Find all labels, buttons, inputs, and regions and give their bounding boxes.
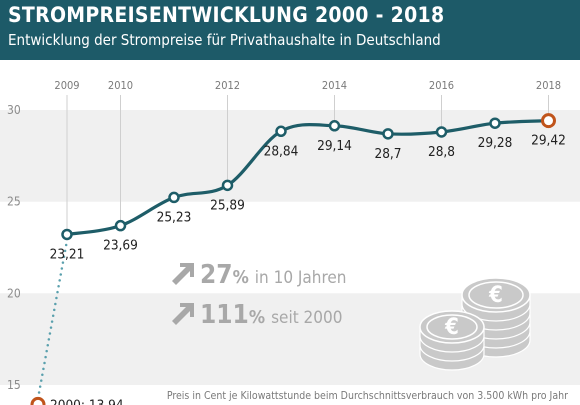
coin-face bbox=[461, 277, 531, 313]
stat-value: 27 bbox=[200, 260, 233, 290]
arrow-up-right-icon bbox=[172, 263, 194, 285]
x-tick-label-2014: 2014 bbox=[322, 79, 347, 92]
coin-face bbox=[419, 310, 485, 344]
stat-unit: % bbox=[249, 307, 265, 328]
x-tick-label-2009: 2009 bbox=[54, 79, 79, 92]
chart-title: STROMPREISENTWICKLUNG 2000 - 2018 bbox=[8, 3, 445, 27]
data-label-2000: 2000: 13,94 bbox=[50, 397, 124, 405]
y-tick-label-20: 20 bbox=[7, 286, 21, 300]
data-point-2017 bbox=[489, 117, 501, 129]
data-label-2017: 29,28 bbox=[478, 135, 513, 151]
data-point-2009 bbox=[61, 228, 73, 241]
data-point-2016 bbox=[435, 126, 448, 138]
data-point-2013 bbox=[275, 125, 287, 138]
arrow-shape bbox=[172, 303, 194, 325]
data-label-2018: 29,42 bbox=[531, 133, 566, 149]
data-point-2014 bbox=[328, 120, 341, 132]
data-label-2014: 29,14 bbox=[317, 138, 352, 154]
y-tick-label-30: 30 bbox=[7, 103, 21, 117]
x-tick-label-2016: 2016 bbox=[429, 79, 454, 92]
stat-text-1: 27% in 10 Jahren bbox=[200, 260, 347, 290]
data-point-2015 bbox=[382, 128, 394, 140]
chart-area: 15 20 25 30 2009 2010 2012 2014 2016 2018 27% in … bbox=[0, 60, 580, 405]
euro-sign: € bbox=[488, 283, 503, 308]
stat-row-2: 111% seit 2000 bbox=[172, 300, 342, 330]
chart-footnote: Preis in Cent je Kilowattstunde beim Dur… bbox=[167, 390, 568, 402]
arrow-up-right-icon bbox=[172, 303, 194, 325]
x-tick-label-2018: 2018 bbox=[536, 79, 561, 92]
data-point-2000 bbox=[30, 396, 46, 405]
coin-stack-front: € bbox=[419, 310, 485, 371]
euro-sign: € bbox=[444, 315, 459, 340]
data-label-2012: 25,89 bbox=[210, 197, 245, 213]
y-tick-label-15: 15 bbox=[7, 378, 21, 392]
stat-value: 111 bbox=[200, 300, 249, 330]
stat-caption: in 10 Jahren bbox=[255, 268, 347, 288]
stat-text-2: 111% seit 2000 bbox=[200, 300, 342, 330]
data-label-2016: 28,8 bbox=[428, 144, 455, 160]
line-chart: 15 20 25 30 2009 2010 2012 2014 2016 2018 27% in … bbox=[0, 79, 580, 405]
chart-subtitle: Entwicklung der Strompreise für Privatha… bbox=[8, 31, 441, 49]
x-tick-label-2012: 2012 bbox=[215, 79, 240, 92]
x-tick-label-2010: 2010 bbox=[108, 79, 133, 92]
stat-unit: % bbox=[233, 267, 249, 288]
data-point-2012 bbox=[221, 179, 234, 192]
data-label-2013: 28,84 bbox=[264, 143, 299, 159]
data-point-2011 bbox=[168, 191, 180, 204]
data-point-2010 bbox=[114, 219, 127, 232]
stat-row-1: 27% in 10 Jahren bbox=[172, 260, 347, 290]
data-label-2011: 25,23 bbox=[157, 209, 192, 225]
coin-inner-ring bbox=[426, 314, 478, 340]
stat-caption: seit 2000 bbox=[271, 308, 342, 328]
header-banner: STROMPREISENTWICKLUNG 2000 - 2018 Entwic… bbox=[0, 0, 580, 60]
data-label-2015: 28,7 bbox=[374, 146, 401, 162]
data-label-2010: 23,69 bbox=[103, 238, 138, 254]
data-label-2009: 23,21 bbox=[50, 246, 85, 262]
y-tick-label-25: 25 bbox=[7, 195, 21, 209]
euro-coin-stack-icon: €€ bbox=[419, 277, 531, 371]
arrow-shape bbox=[172, 263, 194, 285]
coin-inner-ring bbox=[468, 281, 524, 309]
series-line bbox=[65, 119, 551, 237]
data-point-2018 bbox=[541, 113, 556, 129]
